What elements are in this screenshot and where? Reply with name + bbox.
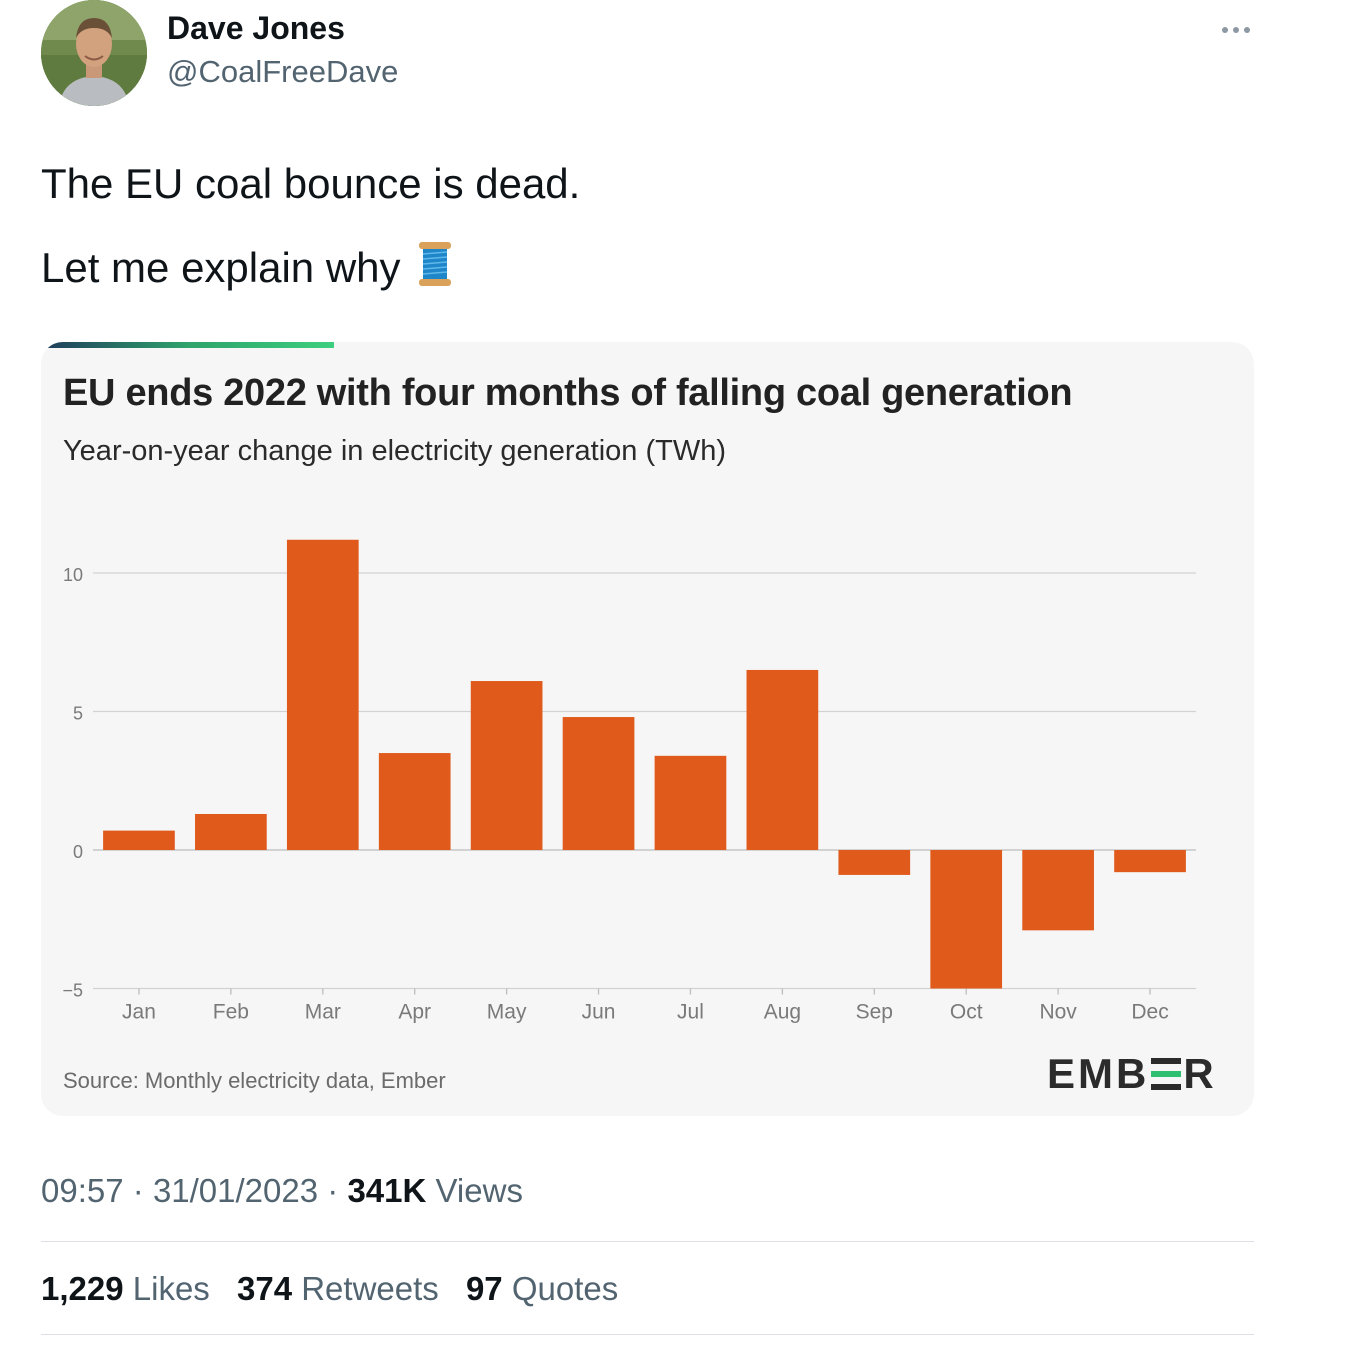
quotes-count: 97: [465, 1270, 503, 1307]
engagement-stats: 1,229 Likes 374 Retweets 97 Quotes: [41, 1270, 636, 1308]
author-name[interactable]: Dave Jones: [167, 10, 345, 46]
retweets-count: 374: [236, 1270, 293, 1307]
x-tick-label: Jul: [677, 1001, 704, 1024]
bar-dec: [1114, 850, 1186, 873]
bar-mar: [286, 539, 359, 850]
likes-label: Likes: [132, 1270, 210, 1307]
chart-subtitle: Year-on-year change in electricity gener…: [63, 435, 727, 467]
tweet-meta: 09:57 · 31/01/2023 · 341K Views: [41, 1172, 523, 1210]
logo-e-mark: [1151, 1058, 1182, 1090]
bar-oct: [930, 850, 1003, 989]
card-accent-bar: [41, 342, 334, 348]
spool-of-thread-icon: [415, 240, 455, 298]
x-tick-label: Mar: [305, 1001, 341, 1024]
bar-nov: [1022, 850, 1094, 931]
ember-logo: EMB R: [1047, 1050, 1217, 1098]
divider: [41, 1241, 1254, 1242]
bar-aug: [746, 669, 819, 850]
views-label: Views: [435, 1172, 523, 1209]
tweet-date[interactable]: 31/01/2023: [152, 1172, 319, 1209]
chart-title: EU ends 2022 with four months of falling…: [63, 372, 1073, 414]
bar-jun: [562, 717, 635, 850]
bar-feb: [195, 813, 267, 850]
x-tick-label: Aug: [764, 1001, 801, 1024]
divider: [41, 1334, 1254, 1335]
chart-source: Source: Monthly electricity data, Ember: [63, 1068, 446, 1093]
retweets-stat[interactable]: 374 Retweets: [237, 1270, 439, 1308]
x-tick-label: May: [487, 1001, 527, 1024]
meta-separator: ·: [132, 1172, 144, 1209]
x-tick-label: Jan: [122, 1001, 156, 1024]
more-options-icon[interactable]: [1218, 14, 1254, 44]
chart-card[interactable]: EU ends 2022 with four months of falling…: [41, 342, 1254, 1116]
x-tick-label: Oct: [950, 1001, 983, 1024]
quotes-stat[interactable]: 97 Quotes: [466, 1270, 618, 1308]
bar-sep: [838, 850, 911, 875]
x-tick-label: Jun: [582, 1001, 616, 1024]
x-tick-label: Sep: [856, 1001, 893, 1024]
tweet-text-line-2: Let me explain why: [41, 240, 455, 298]
logo-part-2: R: [1183, 1050, 1217, 1097]
x-tick-label: Apr: [398, 1001, 431, 1024]
avatar[interactable]: [41, 0, 147, 106]
y-tick-label: 0: [73, 842, 83, 862]
views-count: 341K: [347, 1172, 427, 1209]
likes-count: 1,229: [41, 1270, 124, 1307]
author-handle[interactable]: @CoalFreeDave: [167, 54, 399, 89]
y-tick-label: 5: [73, 704, 83, 724]
likes-stat[interactable]: 1,229 Likes: [41, 1270, 210, 1308]
x-tick-label: Dec: [1131, 1001, 1168, 1024]
avatar-image: [41, 0, 147, 106]
y-tick-label: −5: [62, 981, 83, 1001]
bar-jan: [103, 830, 175, 850]
y-tick-label: 10: [63, 565, 83, 585]
meta-separator: ·: [327, 1172, 339, 1209]
bar-may: [470, 681, 543, 850]
tweet-text-line-2-text: Let me explain why: [41, 244, 401, 291]
tweet-time[interactable]: 09:57: [41, 1172, 124, 1209]
quotes-label: Quotes: [511, 1270, 619, 1307]
bar-chart: 10 5 0 −5 Jan Feb Mar Apr May Jun Jul Aug Sep Oct Nov D…: [62, 539, 1196, 1024]
bar-jul: [654, 755, 727, 850]
bar-apr: [378, 753, 451, 850]
x-tick-label: Feb: [213, 1001, 249, 1024]
logo-part-1: EMB: [1047, 1050, 1150, 1097]
retweets-label: Retweets: [301, 1270, 439, 1307]
x-tick-label: Nov: [1039, 1001, 1077, 1024]
tweet-text-line-1: The EU coal bounce is dead.: [41, 160, 581, 207]
